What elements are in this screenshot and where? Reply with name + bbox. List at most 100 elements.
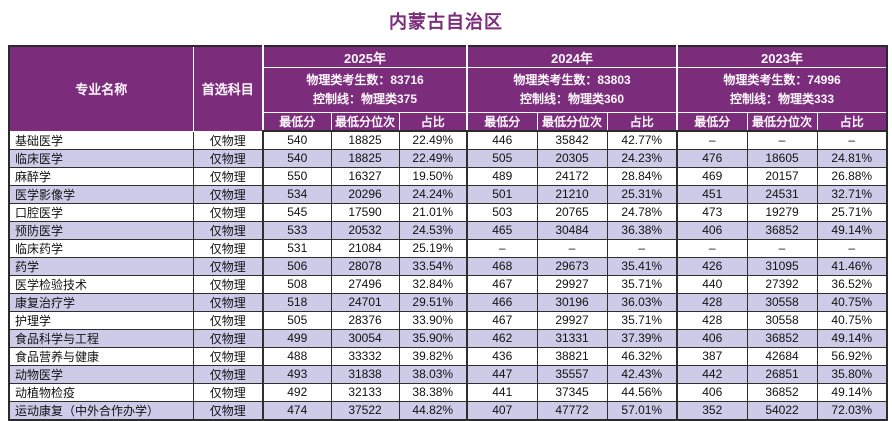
min-rank-cell: 31838 bbox=[330, 364, 400, 384]
ratio-cell: 29.51% bbox=[398, 292, 468, 312]
ratio-header-2025: 占比 bbox=[398, 112, 468, 132]
ratio-cell: 35.71% bbox=[606, 274, 678, 294]
subject-cell: 仅物理 bbox=[192, 364, 264, 384]
ratio-cell: – bbox=[816, 238, 888, 258]
min-score-cell: 545 bbox=[262, 202, 332, 222]
min-score-header-2024: 最低分 bbox=[466, 112, 538, 132]
ratio-cell: 24.24% bbox=[398, 184, 468, 204]
ratio-cell: 33.54% bbox=[398, 256, 468, 276]
ratio-cell: 38.38% bbox=[398, 382, 468, 402]
min-score-cell: 406 bbox=[676, 328, 748, 348]
table-row: 临床药学 仅物理 531 21084 25.19% – – – – – – bbox=[8, 238, 888, 258]
min-score-cell: 499 bbox=[262, 328, 332, 348]
min-score-cell: 540 bbox=[262, 148, 332, 168]
ratio-cell: 32.71% bbox=[816, 184, 888, 204]
min-rank-header-2023: 最低分位次 bbox=[746, 112, 818, 132]
page-title: 内蒙古自治区 bbox=[389, 12, 503, 32]
subject-cell: 仅物理 bbox=[192, 130, 264, 150]
min-rank-cell: 29927 bbox=[536, 274, 608, 294]
min-score-cell: 474 bbox=[262, 400, 332, 420]
min-score-header-2023: 最低分 bbox=[676, 112, 748, 132]
table-row: 康复治疗学 仅物理 518 24701 29.51% 466 30196 36.03% 428 3… bbox=[8, 292, 888, 312]
table-row: 基础医学 仅物理 540 18825 22.49% 446 35842 42.77% – – – bbox=[8, 130, 888, 150]
ratio-header-2023: 占比 bbox=[816, 112, 888, 132]
subject-header: 首选科目 bbox=[192, 45, 264, 132]
min-score-cell: 465 bbox=[466, 220, 538, 240]
year-2025-header: 2025年 bbox=[262, 45, 468, 68]
min-rank-cell: 30196 bbox=[536, 292, 608, 312]
min-score-cell: 550 bbox=[262, 166, 332, 186]
min-score-cell: 534 bbox=[262, 184, 332, 204]
ratio-cell: 42.77% bbox=[606, 130, 678, 150]
min-score-cell: 531 bbox=[262, 238, 332, 258]
ratio-cell: 49.14% bbox=[816, 382, 888, 402]
min-score-cell: – bbox=[676, 238, 748, 258]
major-name-cell: 运动康复（中外合作办学） bbox=[8, 400, 194, 420]
min-rank-cell: 28376 bbox=[330, 310, 400, 330]
min-score-cell: 533 bbox=[262, 220, 332, 240]
min-score-cell: 518 bbox=[262, 292, 332, 312]
ratio-cell: 25.71% bbox=[816, 202, 888, 222]
subject-cell: 仅物理 bbox=[192, 310, 264, 330]
table-row: 预防医学 仅物理 533 20532 24.53% 465 30484 36.38% 406 36… bbox=[8, 220, 888, 240]
min-score-cell: 489 bbox=[466, 166, 538, 186]
ratio-cell: 42.43% bbox=[606, 364, 678, 384]
min-rank-cell: 29673 bbox=[536, 256, 608, 276]
control-line-2023: 控制线：物理类333 bbox=[729, 92, 835, 106]
min-score-cell: 436 bbox=[466, 346, 538, 366]
table-row: 口腔医学 仅物理 545 17590 21.01% 503 20765 24.78% 473 19… bbox=[8, 202, 888, 222]
min-score-cell: 428 bbox=[676, 292, 748, 312]
min-score-cell: – bbox=[676, 130, 748, 150]
year-2025-info: 物理类考生数：83716 控制线：物理类375 bbox=[262, 67, 468, 113]
min-score-cell: 466 bbox=[466, 292, 538, 312]
ratio-cell: 24.81% bbox=[816, 148, 888, 168]
min-rank-cell: 30558 bbox=[746, 292, 818, 312]
table-row: 动植物检疫 仅物理 492 32133 38.38% 441 37345 44.56% 406 3… bbox=[8, 382, 888, 402]
ratio-cell: 35.71% bbox=[606, 310, 678, 330]
ratio-cell: 26.88% bbox=[816, 166, 888, 186]
min-rank-cell: 26851 bbox=[746, 364, 818, 384]
columns-header-row: 最低分 最低分位次 占比 最低分 最低分位次 占比 最低分 最低分位次 占比 bbox=[9, 112, 888, 132]
major-name-cell: 康复治疗学 bbox=[8, 292, 194, 312]
page: 内蒙古自治区 专业名称 首选科目 2025年 2024年 2023年 物理类考生… bbox=[8, 12, 888, 421]
min-rank-cell: 20305 bbox=[536, 148, 608, 168]
year-2023-info: 物理类考生数：74996 控制线：物理类333 bbox=[676, 67, 888, 113]
min-score-cell: 406 bbox=[676, 382, 748, 402]
subject-cell: 仅物理 bbox=[192, 202, 264, 222]
min-rank-cell: 31095 bbox=[746, 256, 818, 276]
ratio-cell: 24.23% bbox=[606, 148, 678, 168]
ratio-cell: 57.01% bbox=[606, 400, 678, 420]
min-rank-cell: 30054 bbox=[330, 328, 400, 348]
min-score-cell: 488 bbox=[262, 346, 332, 366]
min-rank-cell: 18825 bbox=[330, 148, 400, 168]
table-row: 医学检验技术 仅物理 508 27496 32.84% 467 29927 35.71% 440… bbox=[8, 274, 888, 294]
min-rank-cell: 36852 bbox=[746, 382, 818, 402]
min-rank-cell: 28078 bbox=[330, 256, 400, 276]
year-header-row: 专业名称 首选科目 2025年 2024年 2023年 bbox=[8, 45, 888, 132]
min-score-cell: 441 bbox=[466, 382, 538, 402]
control-line-2025: 控制线：物理类375 bbox=[312, 92, 418, 106]
min-rank-cell: 16327 bbox=[330, 166, 400, 186]
min-rank-cell: 33332 bbox=[330, 346, 400, 366]
major-name-cell: 护理学 bbox=[8, 310, 194, 330]
min-rank-cell: 38821 bbox=[536, 346, 608, 366]
subject-cell: 仅物理 bbox=[192, 274, 264, 294]
ratio-cell: 35.90% bbox=[398, 328, 468, 348]
min-rank-cell: 54022 bbox=[746, 400, 818, 420]
major-name-cell: 医学检验技术 bbox=[8, 274, 194, 294]
major-name-cell: 食品营养与健康 bbox=[8, 346, 194, 366]
min-score-cell: 467 bbox=[466, 274, 538, 294]
table-row: 药学 仅物理 506 28078 33.54% 468 29673 35.41% 426 3109… bbox=[8, 256, 888, 276]
min-rank-cell: 24172 bbox=[536, 166, 608, 186]
min-score-cell: 508 bbox=[262, 274, 332, 294]
min-rank-cell: 31331 bbox=[536, 328, 608, 348]
min-rank-cell: 24701 bbox=[330, 292, 400, 312]
min-rank-cell: 36852 bbox=[746, 220, 818, 240]
min-rank-cell: 18605 bbox=[746, 148, 818, 168]
min-score-cell: 492 bbox=[262, 382, 332, 402]
min-rank-cell: 18825 bbox=[330, 130, 400, 150]
major-name-cell: 动物医学 bbox=[8, 364, 194, 384]
min-rank-cell: 24531 bbox=[746, 184, 818, 204]
min-score-cell: 540 bbox=[262, 130, 332, 150]
ratio-cell: 24.78% bbox=[606, 202, 678, 222]
